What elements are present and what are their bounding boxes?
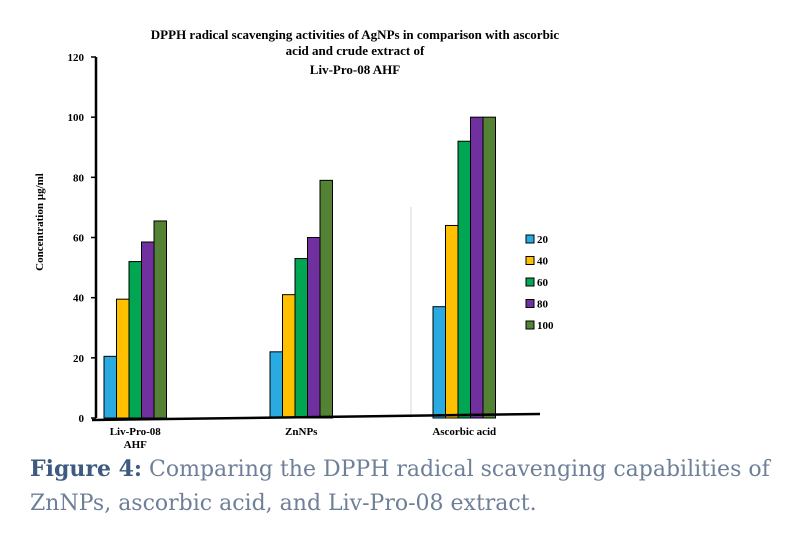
y-tick-label: 80 <box>73 172 85 184</box>
y-axis-label: Concentration µg/ml <box>34 173 46 271</box>
bar <box>294 258 308 419</box>
legend: 20 40 60 80 100 <box>525 234 554 332</box>
y-tick-label: 100 <box>68 112 85 124</box>
legend-label: 20 <box>537 234 549 246</box>
chart-title-line-2: acid and crude extract of <box>286 43 425 58</box>
bar <box>482 116 496 419</box>
bar <box>128 261 142 419</box>
legend-label: 60 <box>537 277 549 289</box>
y-tick-label: 120 <box>68 52 85 64</box>
x-category-label: ZnNPs <box>285 426 318 438</box>
y-tick-label: 60 <box>73 233 85 245</box>
x-category-label: Ascorbic acid <box>432 426 496 438</box>
bar <box>307 237 321 419</box>
legend-swatch <box>525 299 535 308</box>
bar <box>141 241 155 419</box>
bar <box>432 306 446 419</box>
bar <box>445 224 459 419</box>
legend-swatch <box>525 277 535 287</box>
figure-caption-text: Comparing the DPPH radical scavenging ca… <box>30 457 770 516</box>
bar <box>103 355 117 419</box>
chart-title-line-3: Liv-Pro-08 AHF <box>310 62 400 77</box>
bar <box>116 298 130 419</box>
x-category-label: AHF <box>124 439 148 450</box>
legend-swatch <box>525 256 535 265</box>
figure-label: Figure 4: <box>30 456 143 482</box>
bars-layer <box>103 116 496 419</box>
bar <box>269 351 283 419</box>
y-tick-label: 0 <box>79 413 85 425</box>
legend-label: 80 <box>537 299 549 311</box>
y-tick-label: 40 <box>73 293 85 305</box>
bar <box>319 179 333 419</box>
bar <box>470 116 484 419</box>
figure-caption: Figure 4: Comparing the DPPH radical sca… <box>30 452 790 521</box>
bar <box>457 140 471 419</box>
legend-swatch <box>525 234 535 244</box>
legend-label: 100 <box>537 320 554 332</box>
y-tick-label: 20 <box>73 353 85 365</box>
chart-title-line-1: DPPH radical scavenging activities of Ag… <box>151 27 560 42</box>
legend-swatch <box>525 320 535 330</box>
dpph-bar-chart: DPPH radical scavenging activities of Ag… <box>34 27 560 450</box>
x-axis-line <box>91 412 541 422</box>
bar <box>153 220 167 419</box>
legend-label: 40 <box>537 256 549 268</box>
bar <box>282 294 296 419</box>
y-axis: 0 20 40 60 80 100 120 <box>68 52 98 425</box>
x-category-label: Liv-Pro-08 <box>110 426 162 438</box>
